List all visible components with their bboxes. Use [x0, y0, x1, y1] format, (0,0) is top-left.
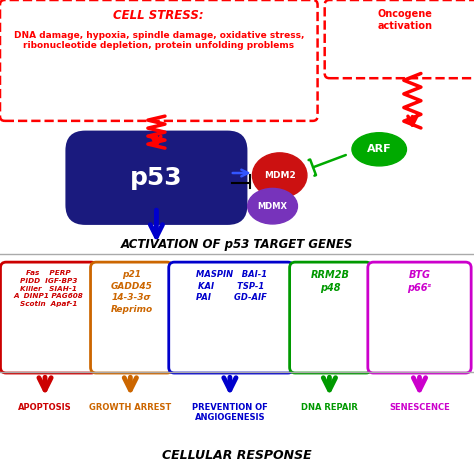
Text: RRM2B
p48: RRM2B p48 — [311, 270, 350, 293]
FancyBboxPatch shape — [65, 131, 247, 225]
Text: PREVENTION OF
ANGIOGENESIS: PREVENTION OF ANGIOGENESIS — [192, 403, 268, 422]
Ellipse shape — [352, 133, 407, 166]
Text: ACTIVATION OF p53 TARGET GENES: ACTIVATION OF p53 TARGET GENES — [121, 238, 353, 251]
FancyBboxPatch shape — [169, 262, 293, 373]
Text: DNA damage, hypoxia, spindle damage, oxidative stress,
ribonucleotide depletion,: DNA damage, hypoxia, spindle damage, oxi… — [14, 31, 304, 50]
Text: CELLULAR RESPONSE: CELLULAR RESPONSE — [162, 448, 312, 462]
Text: GROWTH ARREST: GROWTH ARREST — [89, 403, 172, 412]
FancyBboxPatch shape — [290, 262, 372, 373]
FancyBboxPatch shape — [325, 0, 474, 78]
Text: BTG
p66ˢ: BTG p66ˢ — [407, 270, 432, 293]
Ellipse shape — [247, 189, 297, 224]
Text: p21
GADD45
14-3-3σ
Reprimo: p21 GADD45 14-3-3σ Reprimo — [110, 270, 153, 313]
Ellipse shape — [252, 153, 307, 198]
Text: Fas    PERP
PIDD  IGF-BP3
Killer   SIAH-1
A  DINP1 PAG608
Scotin  Apaf-1: Fas PERP PIDD IGF-BP3 Killer SIAH-1 A DI… — [14, 270, 83, 307]
Text: MASPIN   BAI-1
KAI        TSP-1
PAI        GD-AIF: MASPIN BAI-1 KAI TSP-1 PAI GD-AIF — [195, 270, 267, 302]
FancyBboxPatch shape — [0, 262, 97, 373]
Text: APOPTOSIS: APOPTOSIS — [18, 403, 72, 412]
FancyBboxPatch shape — [368, 262, 471, 373]
FancyBboxPatch shape — [0, 0, 318, 121]
Text: SENESCENCE: SENESCENCE — [389, 403, 450, 412]
Text: DNA REPAIR: DNA REPAIR — [301, 403, 358, 412]
Text: MDMX: MDMX — [257, 202, 288, 210]
Text: p53: p53 — [130, 166, 183, 190]
Text: Oncogene
activation: Oncogene activation — [378, 9, 433, 31]
Text: MDM2: MDM2 — [264, 171, 295, 180]
Text: CELL STRESS:: CELL STRESS: — [113, 9, 204, 22]
FancyBboxPatch shape — [91, 262, 173, 373]
Text: ARF: ARF — [367, 144, 392, 155]
